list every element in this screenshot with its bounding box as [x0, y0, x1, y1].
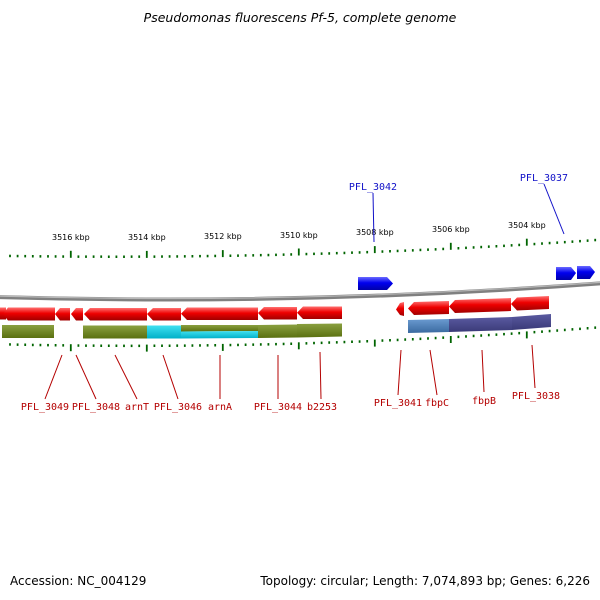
gene-label[interactable]: arnT — [125, 402, 149, 413]
forward-genes — [358, 266, 595, 290]
map-title: Pseudomonas fluorescens Pf-5, complete g… — [143, 10, 457, 25]
genome-summary-text: Topology: circular; Length: 7,074,893 bp… — [260, 574, 590, 588]
annotation-bar — [181, 325, 258, 332]
gene-arrow-forward[interactable] — [556, 267, 576, 280]
annotation-bar — [83, 325, 147, 339]
reverse-label-lines — [44, 344, 536, 400]
annotation-bar — [258, 324, 297, 338]
annotation-bar — [512, 314, 551, 330]
gene-label[interactable]: fbpC — [425, 398, 449, 409]
gene-arrow-reverse[interactable] — [297, 306, 342, 320]
forward-labels: PFL_3042 PFL_3037 — [349, 173, 568, 193]
gene-label[interactable]: PFL_3048 — [72, 402, 120, 413]
gene-arrow-reverse[interactable] — [396, 302, 404, 316]
gene-arrow-reverse[interactable] — [511, 296, 549, 311]
gene-arrow-reverse[interactable] — [258, 307, 297, 320]
gene-label[interactable]: PFL_3037 — [520, 173, 568, 184]
annotation-bar — [408, 319, 449, 333]
annotation-bar — [449, 317, 512, 332]
gene-label[interactable]: arnA — [208, 402, 232, 413]
scale-label: 3516 kbp — [52, 233, 90, 242]
scale-label: 3504 kbp — [508, 221, 546, 230]
scale-label: 3508 kbp — [356, 228, 394, 237]
annotation-bar — [297, 323, 342, 338]
reverse-genes — [0, 296, 549, 321]
gene-label[interactable]: fbpB — [472, 396, 496, 407]
gene-arrow-reverse[interactable] — [55, 308, 70, 321]
annotation-bar — [181, 331, 258, 339]
gene-arrow-reverse[interactable] — [181, 307, 258, 321]
lower-tick-marks — [9, 326, 597, 352]
gene-label[interactable]: PFL_3046 — [154, 402, 202, 413]
annotation-bar — [2, 325, 54, 338]
gene-arrow-forward[interactable] — [577, 266, 595, 279]
gene-arrow-reverse[interactable] — [0, 307, 6, 320]
scale-labels: 3516 kbp 3514 kbp 3512 kbp 3510 kbp 3508… — [52, 221, 546, 242]
scale-label: 3512 kbp — [204, 232, 242, 241]
upper-tick-marks — [9, 238, 597, 258]
gene-arrow-reverse[interactable] — [408, 301, 449, 315]
gene-arrow-reverse[interactable] — [147, 308, 181, 321]
gene-arrow-reverse[interactable] — [71, 308, 83, 321]
gene-label[interactable]: PFL_3042 — [349, 182, 397, 193]
gene-arrow-reverse[interactable] — [3, 307, 55, 321]
gene-label[interactable]: PFL_3038 — [512, 391, 560, 402]
annotation-bars — [2, 314, 551, 339]
scale-label: 3506 kbp — [432, 225, 470, 234]
forward-label-lines — [372, 183, 565, 243]
genome-backbone — [0, 281, 600, 302]
gene-arrow-reverse[interactable] — [449, 298, 511, 313]
reverse-labels: PFL_3049 PFL_3048 arnT PFL_3046 arnA PFL… — [21, 391, 560, 413]
accession-text: Accession: NC_004129 — [10, 574, 147, 588]
gene-label[interactable]: PFL_3044 — [254, 402, 302, 413]
gene-label[interactable]: PFL_3041 — [374, 398, 422, 409]
scale-label: 3514 kbp — [128, 233, 166, 242]
gene-arrow-forward[interactable] — [358, 277, 393, 290]
annotation-bar — [147, 325, 181, 339]
scale-label: 3510 kbp — [280, 231, 318, 240]
gene-arrow-reverse[interactable] — [84, 308, 147, 321]
gene-label[interactable]: PFL_3049 — [21, 402, 69, 413]
gene-label[interactable]: b2253 — [307, 402, 337, 413]
